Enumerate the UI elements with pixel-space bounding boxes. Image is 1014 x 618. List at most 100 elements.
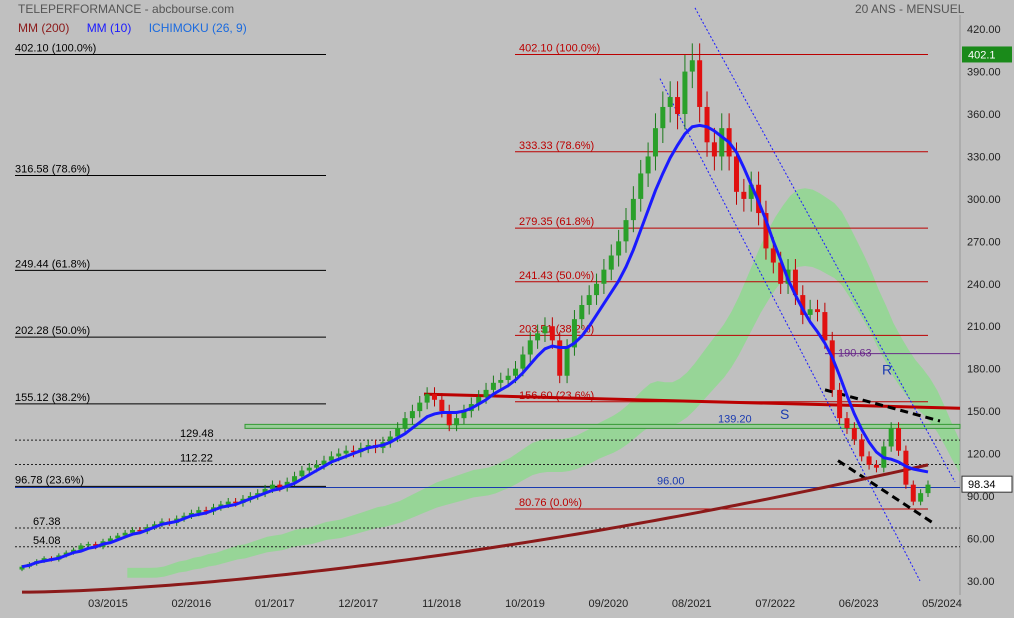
y-tick-label: 90.00 xyxy=(967,491,995,503)
candle-body xyxy=(107,538,113,542)
candle-body xyxy=(505,375,511,380)
candle-body xyxy=(873,464,879,468)
candle-body xyxy=(233,501,239,504)
candle-body xyxy=(454,418,460,426)
x-tick-label: 11/2018 xyxy=(422,598,461,610)
ichimoku-cloud xyxy=(127,188,960,578)
candle-body xyxy=(704,106,710,143)
candle-body xyxy=(652,128,658,157)
x-tick-label: 06/2023 xyxy=(839,598,879,610)
wedge-lower xyxy=(837,459,936,526)
dotted-level-label: 129.48 xyxy=(180,428,214,440)
candle-body xyxy=(851,428,857,440)
candle-body xyxy=(675,97,681,115)
candle-body xyxy=(844,418,850,429)
candle-body xyxy=(682,71,688,115)
y-tick-label: 150.00 xyxy=(967,406,1001,418)
y-axis-area xyxy=(960,0,1014,613)
candle-body xyxy=(763,213,769,249)
candle-body xyxy=(203,510,209,512)
x-tick-label: 07/2022 xyxy=(755,598,795,610)
candle-body xyxy=(542,326,548,334)
candle-body xyxy=(306,467,312,471)
candle-body xyxy=(918,493,924,502)
x-tick-label: 05/2024 xyxy=(922,598,962,610)
y-tick-label: 60.00 xyxy=(967,533,995,545)
candle-body xyxy=(122,532,128,536)
left-fib-label: 249.44 (61.8%) xyxy=(15,258,90,270)
wedge-upper xyxy=(824,388,941,423)
candle-body xyxy=(292,476,298,482)
candle-body xyxy=(829,340,835,390)
x-tick-label: 02/2016 xyxy=(172,598,212,610)
legend-ma200: MM (200) xyxy=(18,21,70,35)
candle-body xyxy=(557,340,563,376)
x-tick-label: 08/2021 xyxy=(672,598,712,610)
candle-body xyxy=(564,347,570,376)
candle-body xyxy=(299,470,305,477)
candle-body xyxy=(395,428,401,437)
candle-body xyxy=(689,60,695,72)
last-price-box xyxy=(962,46,1012,63)
dotted-level-label: 54.08 xyxy=(33,535,61,547)
candle-body xyxy=(815,309,821,313)
left-fib-label: 96.78 (23.6%) xyxy=(15,474,84,486)
candle-body xyxy=(461,411,467,419)
left-fib-label: 402.10 (100.0%) xyxy=(15,42,96,54)
x-tick-label: 12/2017 xyxy=(338,598,378,610)
candle-body xyxy=(402,418,408,429)
candle-body xyxy=(667,97,673,107)
legend-ichimoku: ICHIMOKU (26, 9) xyxy=(148,21,247,35)
candle-body xyxy=(336,453,342,457)
candle-body xyxy=(549,326,555,341)
candle-body xyxy=(424,394,430,403)
candle-body xyxy=(196,510,202,513)
candle-body xyxy=(697,60,703,107)
candle-body xyxy=(866,456,872,465)
candle-body xyxy=(792,269,798,296)
candle-body xyxy=(262,488,268,494)
channel-upper xyxy=(694,7,956,483)
candle-body xyxy=(910,484,916,502)
support-label-96: 96.00 xyxy=(657,475,685,487)
y-tick-label: 300.00 xyxy=(967,194,1001,206)
candle-body xyxy=(85,544,91,546)
candle-body xyxy=(630,198,636,221)
candle-body xyxy=(321,460,327,465)
candle-body xyxy=(719,128,725,157)
candle-body xyxy=(314,464,320,468)
y-tick-label: 120.00 xyxy=(967,449,1001,461)
candle-body xyxy=(78,545,84,550)
candle-body xyxy=(225,501,231,505)
candle-body xyxy=(778,262,784,284)
candle-body xyxy=(535,333,541,341)
right-fib-label: 241.43 (50.0%) xyxy=(519,270,594,282)
candle-body xyxy=(741,191,747,199)
candle-body xyxy=(490,382,496,390)
chart-period: 20 ANS - MENSUEL xyxy=(855,2,965,16)
candle-body xyxy=(129,529,135,533)
candle-body xyxy=(660,106,666,129)
left-fib-label: 316.58 (78.6%) xyxy=(15,163,90,175)
candle-body xyxy=(269,484,275,489)
y-tick-label: 30.00 xyxy=(967,576,995,588)
annotation-S: S xyxy=(780,406,789,422)
resistance-label-190: 190.63 xyxy=(838,348,872,360)
candle-body xyxy=(896,428,902,451)
right-fib-label: 333.33 (78.6%) xyxy=(519,140,594,152)
current-price-label: 98.34 xyxy=(968,479,996,491)
x-tick-label: 09/2020 xyxy=(589,598,629,610)
support-band-139 xyxy=(244,423,961,429)
candle-body xyxy=(439,399,445,412)
candle-body xyxy=(498,379,504,383)
dotted-level-label: 112.22 xyxy=(180,453,213,465)
candle-body xyxy=(350,450,356,453)
candle-body xyxy=(645,156,651,174)
candle-body xyxy=(520,354,526,369)
left-fib-label: 155.12 (38.2%) xyxy=(15,392,90,404)
support-label-139: 139.20 xyxy=(718,413,752,425)
candle-body xyxy=(483,389,489,397)
candle-body xyxy=(601,269,607,284)
